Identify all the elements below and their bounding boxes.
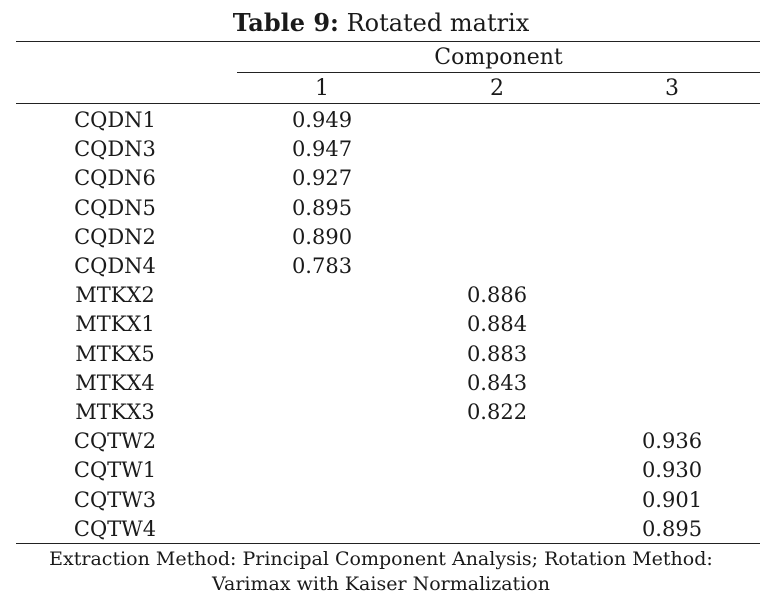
loading-value: 0.883 [466,341,528,366]
loading-value: 0.930 [641,458,703,483]
loading-value: 0.783 [291,254,353,278]
row-label: CQDN6 [74,166,156,191]
loading-value: 0.822 [466,400,528,424]
loading-value: 0.895 [641,516,703,541]
column-header-2: 2 [490,76,504,101]
loading-value: 0.890 [291,224,353,249]
column-header-3: 3 [665,76,679,101]
component-group-header: Component [434,45,563,70]
row-label: CQDN4 [74,254,156,278]
loading-value: 0.947 [291,137,353,162]
row-label: MTKX3 [75,400,155,424]
loading-value: 0.884 [466,312,528,337]
loading-value: 0.886 [466,283,528,308]
row-label: CQTW1 [73,458,157,483]
row-label: CQDN2 [74,224,156,249]
row-label: CQDN5 [74,195,156,220]
row-label: CQDN1 [74,108,156,132]
column-header-1: 1 [315,76,329,101]
row-label: CQTW3 [73,487,157,512]
loading-value: 0.895 [291,195,353,220]
table-title: Rotated matrix [346,9,530,37]
bottom-rule [16,543,760,544]
row-label: MTKX1 [75,312,155,337]
row-label: CQTW2 [73,429,157,454]
group-rule [237,72,760,73]
loading-value: 0.936 [641,429,703,454]
table-caption: Table 9: Rotated matrix [0,6,762,40]
header-rule [16,103,760,104]
row-label: MTKX4 [75,370,155,395]
table-number: Table 9: [232,8,339,37]
loading-value: 0.843 [466,370,528,395]
row-label: MTKX5 [75,341,155,366]
loading-value: 0.949 [291,108,353,132]
footnote-line-1: Extraction Method: Principal Component A… [49,548,713,570]
row-label: CQDN3 [74,137,156,162]
loading-value: 0.927 [291,166,353,191]
row-label: CQTW4 [73,516,157,541]
footnote-line-2: Varimax with Kaiser Normalization [212,573,550,595]
row-label: MTKX2 [75,283,155,308]
loading-value: 0.901 [641,487,703,512]
top-rule [16,41,760,42]
